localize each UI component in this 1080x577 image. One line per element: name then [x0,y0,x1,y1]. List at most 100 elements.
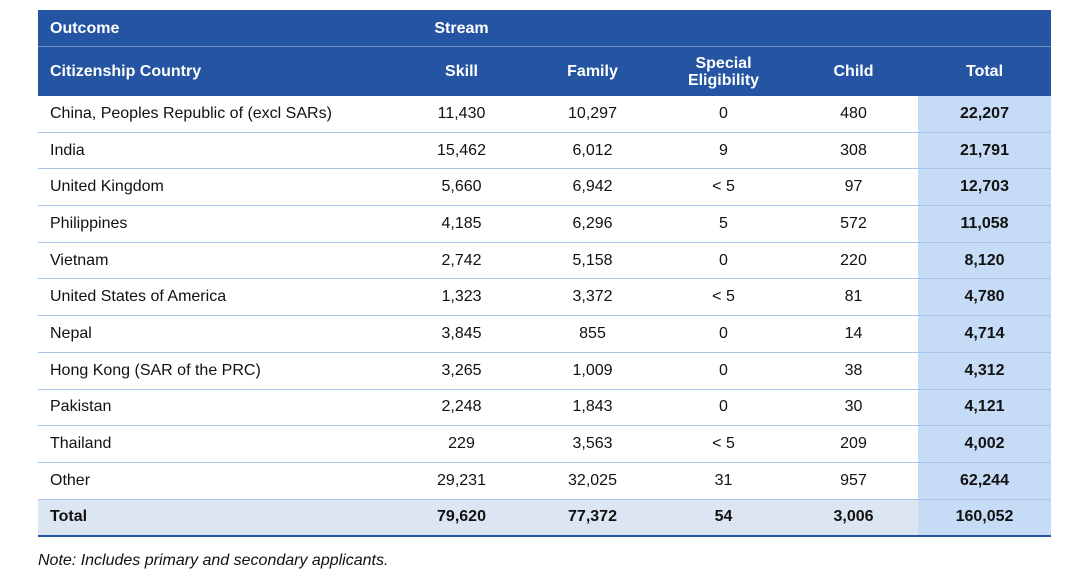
table-cell: United Kingdom [38,168,396,207]
table-cell: 0 [658,389,789,427]
total-cell: 79,620 [396,499,527,537]
table-cell: 9 [658,132,789,170]
table-cell: 3,265 [396,352,527,390]
total-cell: 3,006 [789,499,918,537]
table-row: Other 29,231 32,025 31 957 62,244 [38,462,1051,500]
table-cell: Thailand [38,425,396,463]
total-cell: 54 [658,499,789,537]
table-cell: India [38,132,396,170]
note: Note: Includes primary and secondary app… [38,552,389,569]
total-cell: 77,372 [527,499,658,537]
table-cell: < 5 [658,278,789,317]
table-cell: 5 [658,205,789,243]
table-cell: 3,372 [527,278,658,317]
table-cell: 15,462 [396,132,527,170]
table-row: Pakistan 2,248 1,843 0 30 4,121 [38,389,1051,427]
table-cell: 229 [396,425,527,463]
table-cell: 6,296 [527,205,658,243]
table-cell: 31 [658,462,789,500]
table-cell: 6,012 [527,132,658,170]
table-cell: 5,660 [396,168,527,207]
table-cell: 4,121 [918,389,1051,427]
total-cell: Total [38,499,396,537]
table-cell: 0 [658,315,789,353]
column-header: Child [789,46,918,96]
table-cell: 308 [789,132,918,170]
table-cell: United States of America [38,278,396,317]
table-cell: 209 [789,425,918,463]
table-row: India 15,462 6,012 9 308 21,791 [38,132,1051,170]
table-row: Thailand 229 3,563 < 5 209 4,002 [38,425,1051,463]
table-cell: 4,312 [918,352,1051,390]
table-row: Hong Kong (SAR of the PRC) 3,265 1,009 0 38 4… [38,352,1051,390]
table-cell: 22,207 [918,96,1051,133]
table-cell: Nepal [38,315,396,353]
total-cell: 160,052 [918,499,1051,537]
table-cell: 38 [789,352,918,390]
table-row: Nepal 3,845 855 0 14 4,714 [38,315,1051,353]
table-cell: 14 [789,315,918,353]
table-cell: 8,120 [918,242,1051,280]
header-row: Citizenship Country Skill Family Special El… [38,46,1051,96]
table: Outcome Stream Citizenship Country Skill F… [38,10,1051,537]
table-cell: 6,942 [527,168,658,207]
table-row: China, Peoples Republic of (excl SARs) 11… [38,96,1051,133]
table-cell: 4,780 [918,278,1051,317]
table-body: China, Peoples Republic of (excl SARs) 11… [38,96,1051,537]
table-cell: 0 [658,96,789,133]
table-row: United Kingdom 5,660 6,942 < 5 97 12,703 [38,168,1051,207]
table-cell: 5,158 [527,242,658,280]
header-cell: Stream [396,10,527,47]
table-cell: 30 [789,389,918,427]
table-cell: 1,009 [527,352,658,390]
table-cell: 62,244 [918,462,1051,500]
table-cell: 21,791 [918,132,1051,170]
table-cell: 4,185 [396,205,527,243]
table-cell: 11,058 [918,205,1051,243]
table-cell: < 5 [658,168,789,207]
column-header: Family [527,46,658,96]
table-cell: 1,843 [527,389,658,427]
header-cell [527,10,658,47]
table-cell: 220 [789,242,918,280]
table-cell: 1,323 [396,278,527,317]
table-row: Vietnam 2,742 5,158 0 220 8,120 [38,242,1051,280]
table-cell: Hong Kong (SAR of the PRC) [38,352,396,390]
table-cell: 97 [789,168,918,207]
table-cell: 480 [789,96,918,133]
table-cell: 3,563 [527,425,658,463]
column-header: Special Eligibility [658,46,789,96]
table-cell: 572 [789,205,918,243]
column-header: Citizenship Country [38,46,396,96]
table-cell: 10,297 [527,96,658,133]
table-cell: 0 [658,352,789,390]
table-cell: Other [38,462,396,500]
table-cell: < 5 [658,425,789,463]
column-header: Skill [396,46,527,96]
table-cell: 32,025 [527,462,658,500]
table-cell: 957 [789,462,918,500]
table-cell: 2,742 [396,242,527,280]
table-cell: 855 [527,315,658,353]
table-row: Philippines 4,185 6,296 5 572 11,058 [38,205,1051,243]
table-cell: China, Peoples Republic of (excl SARs) [38,96,396,133]
table-cell: 12,703 [918,168,1051,207]
table-row: United States of America 1,323 3,372 < 5 81 4… [38,278,1051,317]
table-cell: 0 [658,242,789,280]
table-cell: Pakistan [38,389,396,427]
table-cell: 3,845 [396,315,527,353]
header-row: Outcome Stream [38,10,1051,47]
header-cell [658,10,789,47]
header-cell: Outcome [38,10,396,47]
table-cell: 4,002 [918,425,1051,463]
table-cell: Vietnam [38,242,396,280]
column-header: Total [918,46,1051,96]
table-cell: Philippines [38,205,396,243]
header-cell [789,10,918,47]
table-cell: 29,231 [396,462,527,500]
table-cell: 11,430 [396,96,527,133]
table-cell: 2,248 [396,389,527,427]
table-cell: 4,714 [918,315,1051,353]
table-cell: 81 [789,278,918,317]
